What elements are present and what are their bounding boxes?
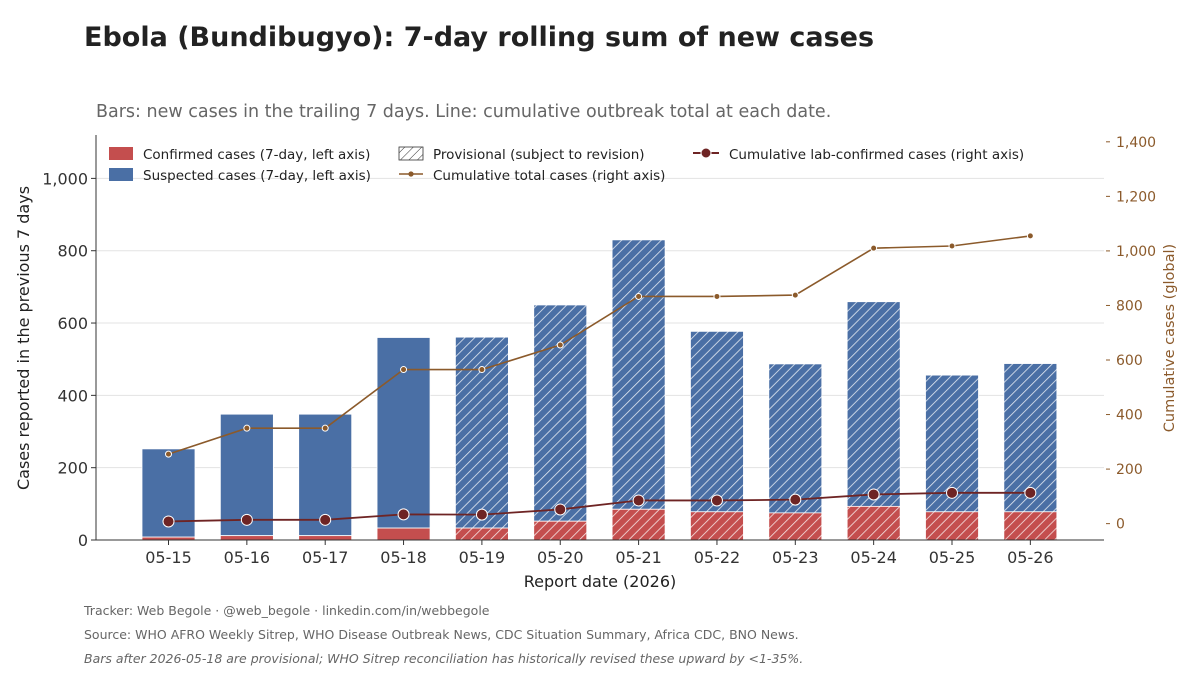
footer-source: Source: WHO AFRO Weekly Sitrep, WHO Dise… — [84, 627, 799, 642]
bar-suspected — [690, 330, 744, 513]
cumulative-confirmed-line — [168, 491, 1031, 523]
x-tick-label: 05-26 — [1007, 548, 1054, 567]
y2-tick-label: 1,000 — [1116, 244, 1156, 260]
bar-confirmed — [925, 511, 979, 541]
x-tick-label: 05-23 — [772, 548, 819, 567]
cumulative-total-point — [1026, 232, 1034, 240]
y2-tick-label: 0 — [1116, 517, 1125, 533]
y-tick-label: 0 — [78, 531, 88, 550]
cumulative-total-point — [243, 424, 251, 432]
cumulative-total-point — [870, 244, 878, 252]
y-axis-label: Cases reported in the previous 7 days — [14, 186, 33, 490]
y-tick-label: 800 — [57, 242, 88, 261]
cumulative-total-point — [948, 242, 956, 250]
legend: Confirmed cases (7-day, left axis) Suspe… — [109, 146, 1024, 184]
cumulative-confirmed-point — [789, 493, 802, 506]
bar-suspected — [768, 363, 823, 514]
cumulative-confirmed-point — [475, 508, 488, 521]
x-axis-label: Report date (2026) — [524, 572, 677, 591]
legend-swatch-confirmed — [109, 147, 133, 160]
y-tick-label: 400 — [57, 386, 88, 405]
cumulative-total-line — [168, 235, 1031, 455]
bar-suspected — [454, 336, 509, 529]
x-tick-label: 05-18 — [380, 548, 427, 567]
legend-swatch-provisional — [398, 146, 424, 161]
bar-suspected — [611, 239, 666, 510]
y-tick-label: 200 — [57, 459, 88, 478]
cumulative-total-point — [165, 450, 172, 458]
y2-axis-label: Cumulative cases (global) — [1162, 244, 1178, 432]
cumulative-total-point — [556, 341, 564, 349]
legend-label-total: Cumulative total cases (right axis) — [433, 168, 665, 184]
bar-confirmed — [376, 527, 431, 541]
bar-confirmed — [611, 508, 666, 541]
legend-marker-confirmed-line — [700, 147, 712, 159]
x-tick-label: 05-20 — [537, 548, 584, 567]
cumulative-confirmed-point — [710, 494, 723, 507]
x-tick-label: 05-19 — [459, 548, 506, 567]
cumulative-total-point — [713, 292, 721, 300]
chart-subtitle: Bars: new cases in the trailing 7 days. … — [96, 102, 832, 122]
bar-suspected — [533, 304, 588, 522]
bar-confirmed — [1003, 511, 1058, 541]
cumulative-confirmed-point — [867, 488, 880, 501]
legend-marker-total — [408, 171, 414, 177]
legend-swatch-suspected — [109, 168, 133, 181]
x-tick-label: 05-22 — [694, 548, 741, 567]
cumulative-confirmed-point — [162, 515, 175, 528]
cumulative-confirmed-point — [946, 486, 958, 499]
cumulative-confirmed-point — [240, 513, 253, 526]
bar-suspected — [846, 301, 901, 507]
x-tick-label: 05-24 — [850, 548, 897, 567]
legend-label-provisional: Provisional (subject to revision) — [433, 147, 645, 163]
cumulative-confirmed-point — [1024, 486, 1037, 499]
y-tick-label: 600 — [57, 314, 88, 333]
y-tick-label: 1,000 — [42, 169, 88, 188]
cumulative-total-point — [400, 366, 408, 374]
cumulative-confirmed-point — [397, 508, 410, 521]
cumulative-confirmed-point — [632, 494, 645, 507]
x-tick-label: 05-16 — [224, 548, 271, 567]
cumulative-confirmed-point — [554, 503, 567, 516]
bar-confirmed — [219, 535, 274, 541]
y2-tick-label: 1,200 — [1116, 189, 1156, 205]
footer-tracker: Tracker: Web Begole · @web_begole · link… — [84, 603, 490, 618]
cumulative-confirmed-point — [319, 513, 332, 526]
x-tick-label: 05-17 — [302, 548, 349, 567]
legend-label-confirmed: Confirmed cases (7-day, left axis) — [143, 147, 370, 163]
bar-confirmed — [533, 520, 588, 541]
cumulative-total-point — [321, 424, 329, 432]
legend-label-confirmed-line: Cumulative lab-confirmed cases (right ax… — [729, 147, 1024, 163]
y2-tick-label: 400 — [1116, 408, 1143, 424]
chart-title: Ebola (Bundibugyo): 7-day rolling sum of… — [84, 22, 875, 53]
y2-tick-label: 1,400 — [1116, 135, 1156, 151]
cumulative-total-point — [791, 291, 799, 299]
bar-confirmed — [298, 535, 353, 541]
bar-confirmed — [768, 512, 823, 541]
x-tick-label: 05-21 — [615, 548, 662, 567]
bar-confirmed — [690, 511, 744, 541]
y2-tick-label: 600 — [1116, 353, 1143, 369]
x-tick-label: 05-25 — [929, 548, 976, 567]
cumulative-total-point — [478, 366, 486, 374]
footer-note: Bars after 2026-05-18 are provisional; W… — [84, 651, 804, 666]
y2-tick-label: 800 — [1116, 298, 1143, 314]
x-tick-label: 05-15 — [145, 548, 192, 567]
cumulative-total-point — [635, 292, 643, 300]
legend-label-suspected: Suspected cases (7-day, left axis) — [143, 168, 371, 184]
bar-confirmed — [454, 527, 509, 541]
bar-confirmed — [846, 505, 901, 541]
y2-tick-label: 200 — [1116, 462, 1143, 478]
